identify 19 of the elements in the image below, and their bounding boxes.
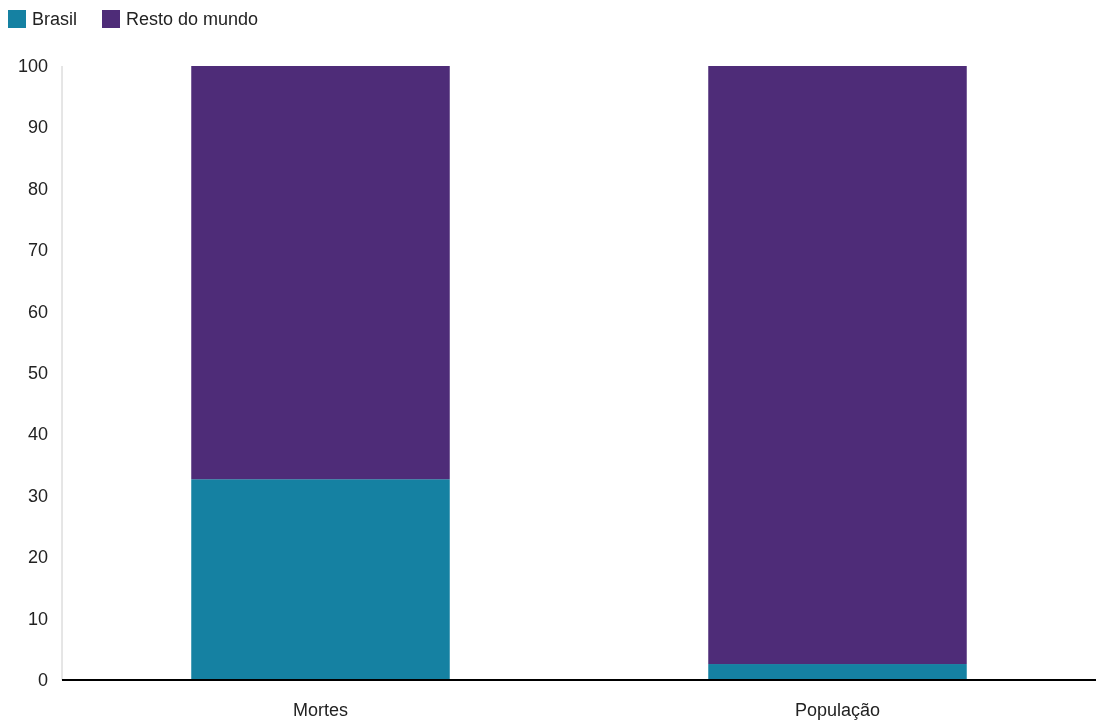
y-tick-label: 70 <box>27 240 48 261</box>
y-tick-label: 60 <box>27 301 48 322</box>
y-tick-label: 90 <box>27 117 48 138</box>
y-tick-label: 0 <box>37 670 48 690</box>
bar <box>191 479 450 680</box>
x-tick-label: Mortes <box>292 700 349 720</box>
y-tick-label: 40 <box>27 424 48 445</box>
y-tick-label: 10 <box>27 608 48 629</box>
y-tick-label: 20 <box>27 547 48 568</box>
y-tick-label: 100 <box>17 56 48 76</box>
bar <box>708 66 967 665</box>
x-tick-label: População <box>794 700 881 720</box>
y-tick-label: 80 <box>27 178 48 199</box>
legend-label: Brasil <box>32 9 78 29</box>
y-tick-label: 50 <box>27 363 48 383</box>
legend-label: Resto do mundo <box>126 9 259 29</box>
bar <box>708 664 967 680</box>
bar <box>191 66 450 480</box>
y-tick-label: 30 <box>27 485 48 506</box>
